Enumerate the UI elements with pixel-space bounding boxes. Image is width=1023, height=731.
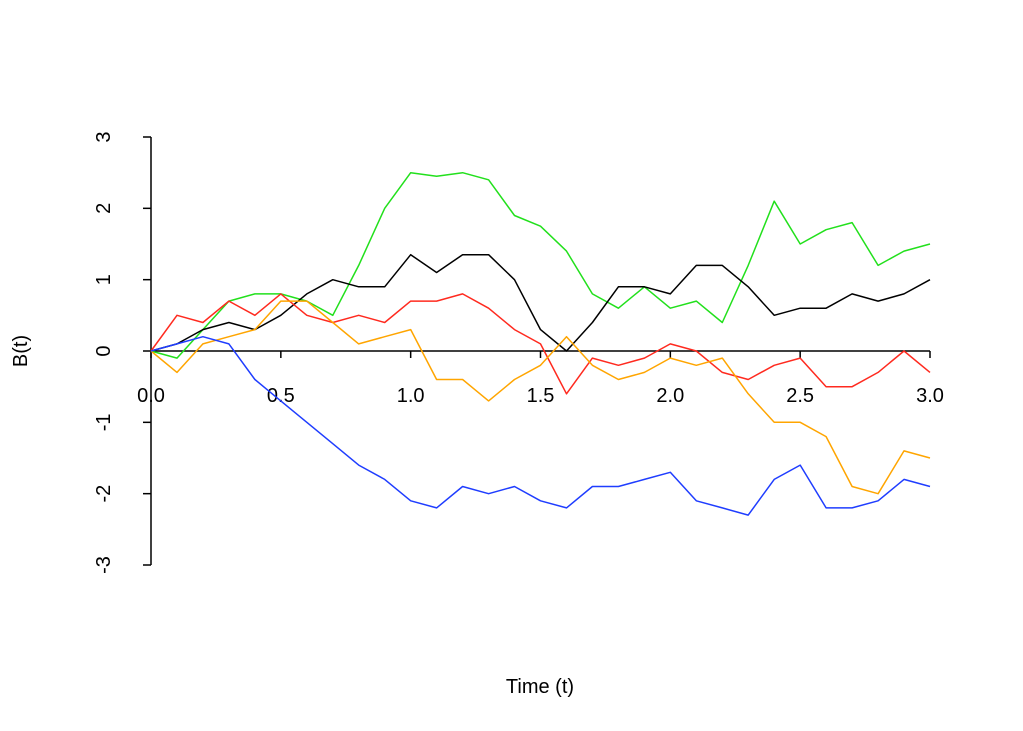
y-tick-label: 0 <box>93 345 115 356</box>
y-tick-label: 1 <box>93 274 115 285</box>
y-tick-label: -3 <box>93 556 115 574</box>
x-tick-label: 2.5 <box>786 385 814 407</box>
path-black-line <box>150 253 931 352</box>
x-tick-label: 0.5 <box>267 385 295 407</box>
x-tick-label: 0.0 <box>137 385 165 407</box>
series-group <box>150 171 931 516</box>
x-tick-label: 1.0 <box>397 385 425 407</box>
y-axis-title: B(t) <box>10 335 32 367</box>
x-axis: 0.0 0.5 1.0 1.5 2.0 2.5 3.0 <box>137 350 944 407</box>
path-blue-line <box>150 335 931 516</box>
path-orange-line <box>150 300 931 495</box>
x-tick-label: 1.5 <box>527 385 555 407</box>
x-axis-title: Time (t) <box>506 676 574 698</box>
y-axis: -3 -2 -1 0 1 2 3 <box>93 131 152 574</box>
y-tick-label: 3 <box>93 131 115 142</box>
y-tick-label: -2 <box>93 485 115 503</box>
y-tick-label: -1 <box>93 413 115 431</box>
y-tick-label: 2 <box>93 203 115 214</box>
x-tick-label: 3.0 <box>916 385 944 407</box>
path-red-line <box>150 293 931 395</box>
x-tick-label: 2.0 <box>656 385 684 407</box>
